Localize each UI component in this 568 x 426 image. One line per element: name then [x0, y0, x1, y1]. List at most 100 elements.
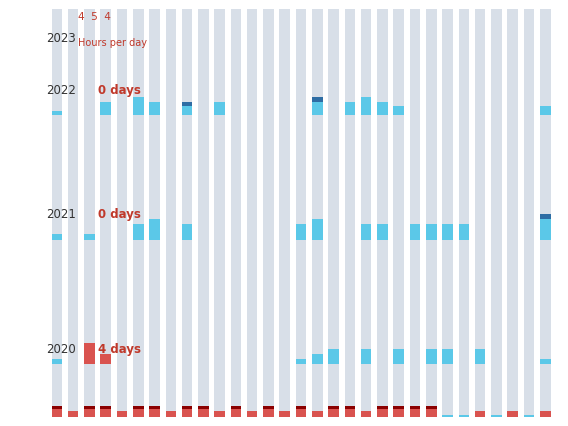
Bar — [263, 406, 274, 409]
Bar — [182, 106, 193, 115]
Bar — [296, 359, 306, 364]
Bar — [231, 364, 241, 417]
Bar — [361, 9, 371, 115]
Bar — [524, 9, 534, 115]
Bar — [394, 348, 404, 364]
Bar — [410, 364, 420, 417]
Bar — [116, 9, 127, 115]
Bar — [182, 9, 193, 115]
Bar — [507, 9, 518, 115]
Bar — [475, 115, 486, 240]
Bar — [312, 364, 323, 417]
Bar — [426, 9, 437, 115]
Bar — [540, 115, 550, 240]
Bar — [198, 240, 208, 364]
Bar — [507, 411, 518, 417]
Bar — [84, 234, 95, 240]
Bar — [296, 9, 306, 115]
Bar — [394, 409, 404, 417]
Bar — [361, 348, 371, 364]
Bar — [116, 115, 127, 240]
Bar — [165, 411, 176, 417]
Bar — [149, 102, 160, 115]
Bar — [149, 219, 160, 240]
Bar — [426, 224, 437, 240]
Bar — [149, 9, 160, 115]
Bar — [214, 411, 225, 417]
Bar — [84, 409, 95, 417]
Bar — [475, 240, 486, 364]
Bar — [182, 102, 193, 106]
Bar — [426, 240, 437, 364]
Bar — [68, 240, 78, 364]
Bar — [426, 409, 437, 417]
Bar — [52, 234, 62, 240]
Bar — [312, 354, 323, 364]
Bar — [361, 98, 371, 115]
Bar — [263, 115, 274, 240]
Bar — [377, 406, 388, 409]
Bar — [475, 411, 486, 417]
Bar — [540, 240, 550, 364]
Bar — [52, 364, 62, 417]
Bar — [328, 348, 339, 364]
Bar — [394, 240, 404, 364]
Bar — [312, 219, 323, 240]
Bar — [410, 9, 420, 115]
Bar — [442, 224, 453, 240]
Bar — [296, 364, 306, 417]
Bar — [101, 409, 111, 417]
Bar — [198, 9, 208, 115]
Bar — [426, 348, 437, 364]
Bar — [361, 115, 371, 240]
Bar — [149, 115, 160, 240]
Bar — [52, 115, 62, 240]
Bar — [279, 9, 290, 115]
Bar — [296, 240, 306, 364]
Bar — [116, 411, 127, 417]
Bar — [328, 409, 339, 417]
Bar — [52, 9, 62, 115]
Bar — [101, 354, 111, 364]
Bar — [328, 364, 339, 417]
Bar — [52, 409, 62, 417]
Bar — [426, 115, 437, 240]
Bar — [247, 9, 257, 115]
Bar — [540, 214, 550, 219]
Bar — [361, 240, 371, 364]
Bar — [198, 409, 208, 417]
Text: 2023: 2023 — [46, 32, 76, 45]
Bar — [84, 240, 95, 364]
Bar — [52, 240, 62, 364]
Bar — [345, 102, 355, 115]
Bar — [377, 224, 388, 240]
Bar — [231, 9, 241, 115]
Bar — [540, 359, 550, 364]
Bar — [165, 364, 176, 417]
Bar — [182, 240, 193, 364]
Bar — [52, 111, 62, 115]
Bar — [279, 364, 290, 417]
Bar — [312, 240, 323, 364]
Bar — [68, 9, 78, 115]
Bar — [149, 409, 160, 417]
Bar — [52, 359, 62, 364]
Bar — [231, 409, 241, 417]
Bar — [475, 9, 486, 115]
Bar — [458, 9, 469, 115]
Bar — [101, 364, 111, 417]
Bar — [165, 115, 176, 240]
Bar — [361, 224, 371, 240]
Bar — [263, 240, 274, 364]
Bar — [84, 364, 95, 417]
Bar — [279, 411, 290, 417]
Bar — [198, 364, 208, 417]
Bar — [247, 364, 257, 417]
Bar — [491, 364, 502, 417]
Bar — [475, 364, 486, 417]
Bar — [214, 115, 225, 240]
Bar — [377, 115, 388, 240]
Bar — [182, 409, 193, 417]
Bar — [182, 364, 193, 417]
Bar — [345, 240, 355, 364]
